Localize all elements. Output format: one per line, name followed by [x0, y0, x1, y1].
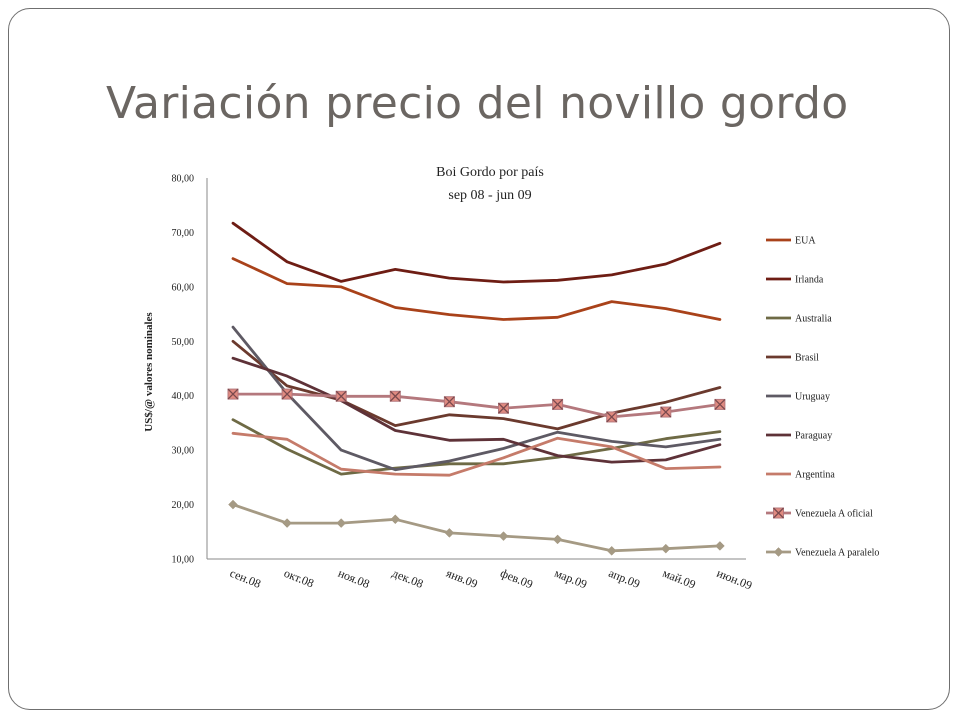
y-tick-label: 40,00 [172, 391, 195, 402]
data-point [660, 543, 671, 554]
legend-item: Venezuela A oficial [766, 507, 873, 520]
data-point [228, 499, 238, 510]
x-tick-label: мар.09 [552, 566, 589, 592]
legend-item: Irlanda [766, 275, 824, 286]
x-tick-label: фев.09 [498, 566, 535, 592]
legend-item: Venezuela A paralelo [766, 547, 879, 559]
y-axis-label: US$/@ valores nominales [143, 312, 155, 432]
y-tick-label: 30,00 [172, 446, 195, 457]
y-tick-label: 70,00 [172, 228, 195, 239]
legend-item: Argentina [766, 470, 835, 481]
series-venezuela-a-oficial [227, 388, 726, 423]
y-tick-label: 80,00 [172, 174, 195, 185]
y-tick-label: 50,00 [172, 337, 195, 348]
legend-label: EUA [795, 236, 816, 247]
data-point [715, 541, 725, 551]
legend-label: Uruguay [795, 392, 830, 403]
legend-item: Australia [766, 314, 832, 325]
legend-label: Venezuela A paralelo [795, 548, 879, 559]
series-paraguay [231, 356, 722, 464]
series-uruguay [231, 325, 722, 472]
legend-item: Brasil [766, 353, 819, 364]
x-tick-label: ноя.08 [336, 566, 372, 591]
data-point [444, 528, 455, 538]
chart-title: Boi Gordo por país [436, 165, 544, 180]
data-point [498, 402, 509, 414]
slide-title: Variación precio del novillo gordo [106, 78, 849, 129]
legend-item: Uruguay [766, 392, 830, 403]
series-line [231, 257, 722, 321]
legend-item: EUA [766, 236, 816, 247]
x-tick-label: июн.09 [715, 566, 754, 593]
y-tick-label: 60,00 [172, 282, 195, 293]
data-point [227, 388, 239, 400]
chart-axes [206, 178, 746, 560]
legend-item: Paraguay [766, 431, 832, 442]
series-line [231, 356, 722, 464]
data-point [335, 390, 347, 402]
data-point [606, 411, 618, 423]
legend-label: Irlanda [795, 275, 824, 286]
x-tick-label: сен.08 [228, 566, 263, 591]
legend-label: Venezuela A oficial [795, 509, 873, 520]
x-tick-labels: сен.08 окт.08 ноя.08 дек.08 янв.09 фев.09 мар.… [228, 566, 754, 593]
x-tick-label: окт.08 [282, 566, 316, 591]
series-irlanda [231, 221, 722, 284]
data-point [714, 398, 726, 410]
data-point [443, 396, 455, 408]
data-point [552, 534, 563, 545]
legend-marker [773, 507, 784, 519]
series-argentina [231, 431, 722, 477]
x-tick-label: дек.08 [390, 566, 425, 591]
legend-label: Brasil [795, 353, 819, 364]
legend-label: Australia [795, 314, 832, 325]
series-line [231, 221, 722, 284]
data-point [552, 398, 564, 410]
data-point [389, 390, 401, 402]
data-point [660, 406, 672, 418]
legend-label: Argentina [795, 470, 835, 481]
y-tick-labels: 10,00 20,00 30,00 40,00 50,00 60,00 70,00 80,00 [172, 174, 195, 566]
slide-frame [8, 8, 950, 710]
series-venezuela-a-paralelo [228, 499, 725, 556]
data-point [281, 388, 293, 400]
data-point [606, 545, 617, 556]
legend-label: Paraguay [795, 431, 832, 442]
legend-marker [773, 547, 784, 557]
data-point [282, 518, 292, 528]
x-tick-label: апр.09 [607, 566, 642, 591]
data-point [336, 518, 347, 528]
chart-legend: EUA Irlanda Australia Brasil Uruguay Paraguay… [766, 236, 879, 559]
x-tick-label: май.09 [661, 566, 698, 592]
series-line [231, 325, 722, 472]
y-tick-label: 10,00 [172, 555, 195, 566]
series-line [231, 431, 722, 477]
series-line [231, 339, 722, 431]
series-line [231, 503, 722, 553]
chart-subtitle: sep 08 - jun 09 [448, 188, 531, 203]
y-tick-label: 20,00 [172, 500, 195, 511]
data-point [498, 531, 509, 541]
x-tick-label: янв.09 [444, 566, 479, 591]
data-point [390, 514, 401, 525]
chart-series [227, 221, 726, 556]
series-brasil [231, 339, 722, 431]
series-eua [231, 257, 722, 321]
series-line [231, 392, 722, 419]
